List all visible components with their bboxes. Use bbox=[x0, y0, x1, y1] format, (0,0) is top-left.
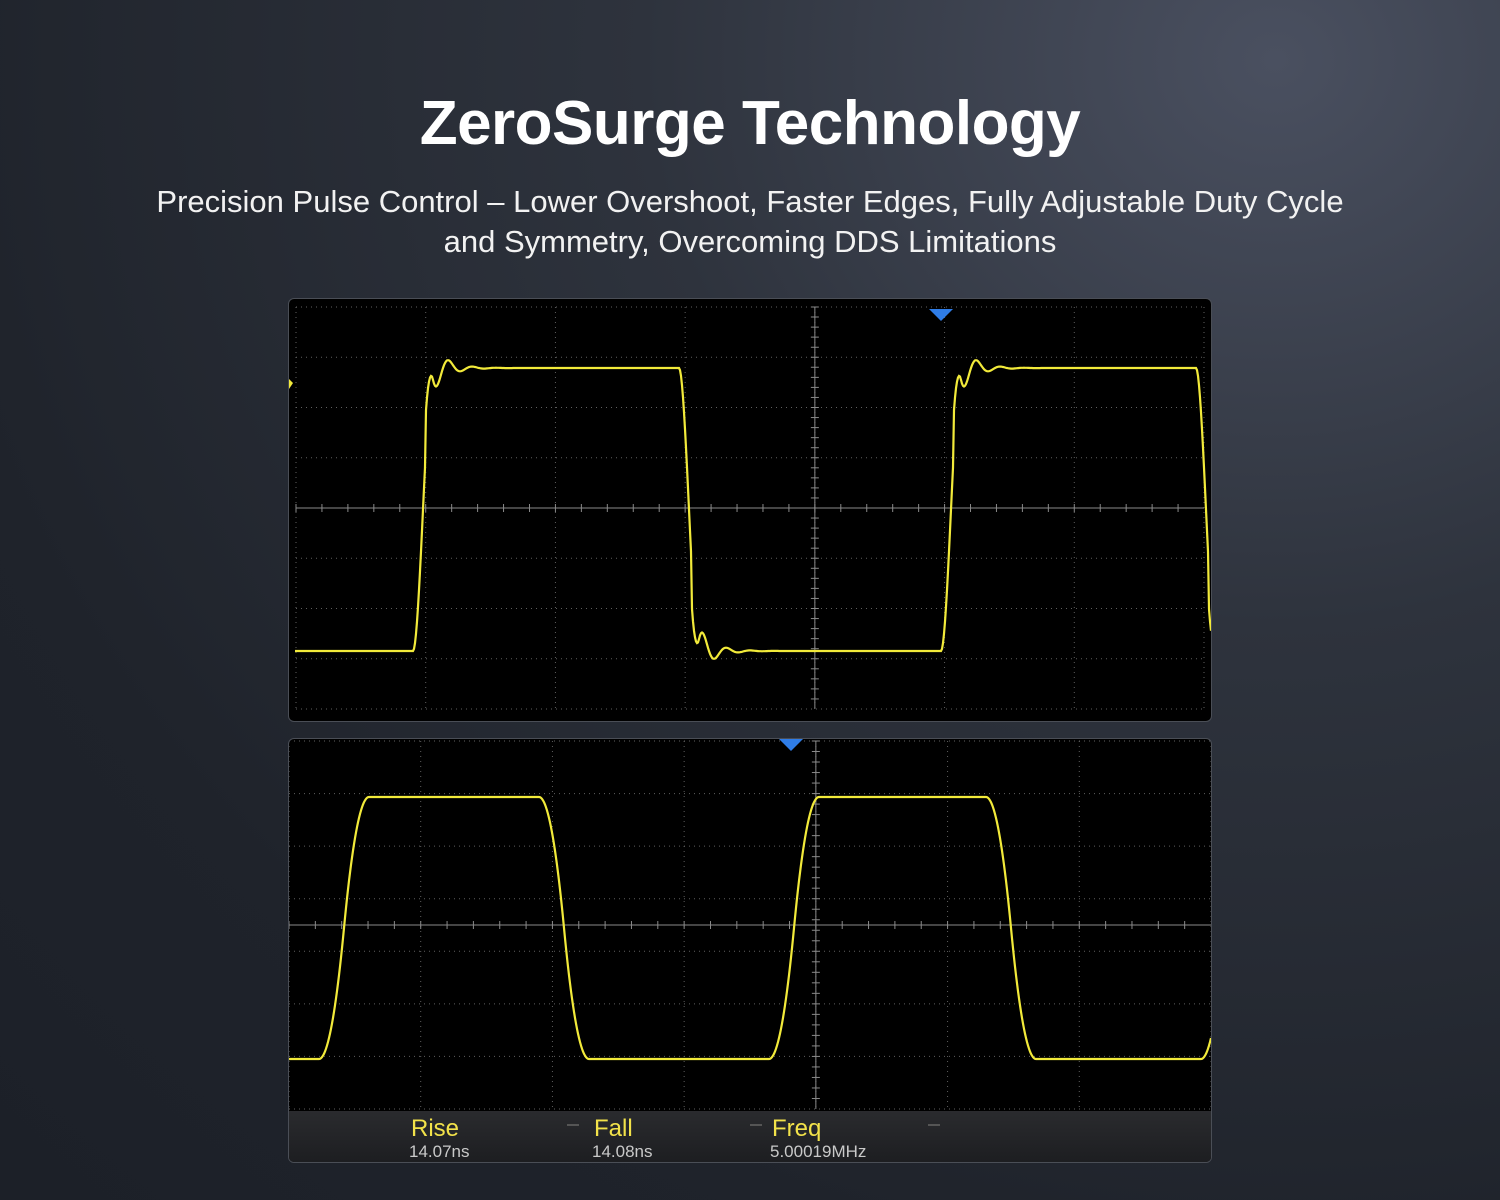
scope-bottom-grid bbox=[289, 740, 1211, 1110]
trigger-marker-icon bbox=[929, 309, 953, 321]
scope-bottom-waveform bbox=[289, 795, 1211, 1061]
measurement-separator bbox=[567, 1124, 579, 1126]
trigger-marker-icon bbox=[779, 739, 803, 751]
measurement-separator bbox=[928, 1124, 940, 1126]
measurement-value: 5.00019MHz bbox=[770, 1142, 867, 1161]
measurement-rise: Rise 14.07ns bbox=[409, 1111, 581, 1162]
measurement-label: Freq bbox=[772, 1115, 822, 1142]
measurement-value: 14.08ns bbox=[592, 1142, 653, 1161]
page-title: ZeroSurge Technology bbox=[419, 89, 1081, 158]
measurement-separator bbox=[750, 1124, 762, 1126]
measurement-value: 14.07ns bbox=[409, 1142, 470, 1161]
scope-top-graph bbox=[289, 306, 1211, 710]
measurement-bar: Rise 14.07ns Fall 14.08ns Freq 5.00019MH… bbox=[289, 1111, 1211, 1162]
scope-top-waveform bbox=[295, 359, 1211, 660]
measurement-freq: Freq 5.00019MHz bbox=[770, 1111, 942, 1162]
oscilloscope-screen-bottom: Rise 14.07ns Fall 14.08ns Freq 5.00019MH… bbox=[288, 738, 1212, 1163]
measurement-label: Fall bbox=[594, 1115, 633, 1142]
oscilloscope-screen-top bbox=[288, 298, 1212, 722]
measurement-label: Rise bbox=[411, 1115, 460, 1142]
channel-level-marker-icon bbox=[289, 379, 293, 389]
measurement-fall: Fall 14.08ns bbox=[592, 1111, 764, 1162]
page-subtitle: Precision Pulse Control – Lower Overshoo… bbox=[156, 184, 1344, 259]
scope-top-grid bbox=[295, 306, 1205, 710]
scope-bottom-graph bbox=[289, 739, 1211, 1110]
